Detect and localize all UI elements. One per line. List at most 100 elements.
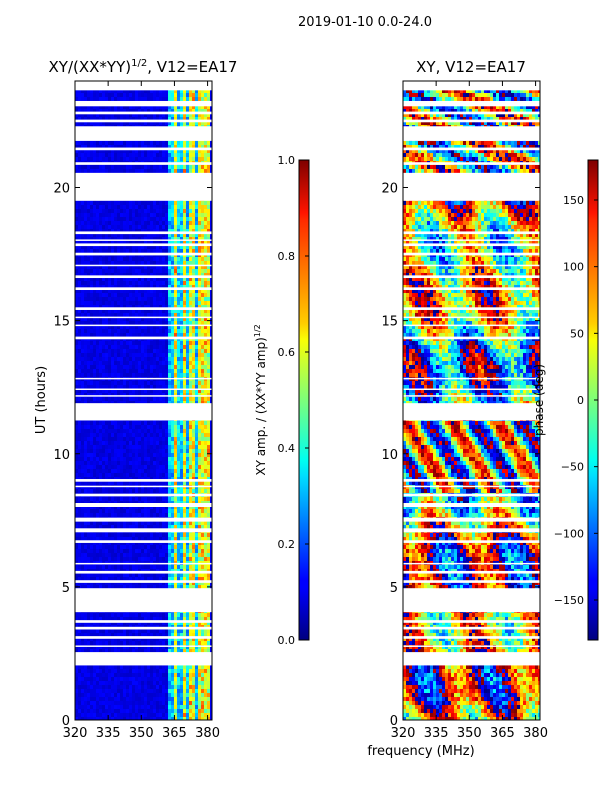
- amplitude-cell: [162, 301, 165, 305]
- amplitude-cell: [135, 345, 138, 349]
- amplitude-cell: [180, 149, 183, 153]
- amplitude-cell: [168, 353, 171, 357]
- amplitude-cell: [87, 213, 90, 217]
- amplitude-cell: [207, 269, 210, 273]
- amplitude-cell: [189, 301, 192, 305]
- amplitude-cell: [171, 321, 174, 325]
- amplitude-cell: [192, 449, 195, 453]
- amplitude-cell: [156, 153, 159, 157]
- amplitude-cell: [111, 373, 114, 377]
- amplitude-cell: [117, 105, 120, 109]
- amplitude-cell: [153, 261, 156, 265]
- amplitude-cell: [210, 313, 212, 317]
- amplitude-cell: [123, 497, 126, 501]
- amplitude-cell: [132, 453, 135, 457]
- amplitude-cell: [207, 293, 210, 297]
- amplitude-cell: [78, 481, 81, 485]
- amplitude-cell: [126, 261, 129, 265]
- amplitude-cell: [174, 145, 177, 149]
- amplitude-cell: [195, 165, 198, 169]
- amplitude-cell: [156, 213, 159, 217]
- amplitude-cell: [102, 293, 105, 297]
- amplitude-cell: [114, 305, 117, 309]
- amplitude-cell: [123, 513, 126, 517]
- amplitude-cell: [129, 501, 132, 505]
- amplitude-cell: [117, 257, 120, 261]
- amplitude-cell: [153, 489, 156, 493]
- amplitude-cell: [138, 345, 141, 349]
- amplitude-cell: [159, 273, 162, 277]
- amplitude-cell: [141, 429, 144, 433]
- amplitude-cell: [147, 341, 150, 345]
- amplitude-cell: [87, 205, 90, 209]
- amplitude-cell: [141, 501, 144, 505]
- amplitude-cell: [90, 233, 93, 237]
- amplitude-cell: [210, 449, 212, 453]
- amplitude-cell: [177, 277, 180, 281]
- amplitude-cell: [165, 201, 168, 205]
- amplitude-cell: [192, 145, 195, 149]
- amplitude-cell: [201, 393, 204, 397]
- amplitude-cell: [180, 481, 183, 485]
- amplitude-cell: [123, 277, 126, 281]
- amplitude-cell: [129, 297, 132, 301]
- amplitude-cell: [138, 509, 141, 513]
- amplitude-cell: [207, 309, 210, 313]
- amplitude-cell: [78, 381, 81, 385]
- amplitude-cell: [171, 345, 174, 349]
- amplitude-cell: [183, 269, 186, 273]
- amplitude-cell: [75, 469, 78, 473]
- amplitude-cell: [87, 209, 90, 213]
- amplitude-cell: [123, 165, 126, 169]
- amplitude-cell: [132, 309, 135, 313]
- amplitude-cell: [114, 241, 117, 245]
- amplitude-cell: [156, 501, 159, 505]
- amplitude-cell: [168, 233, 171, 237]
- amplitude-cell: [141, 389, 144, 393]
- amplitude-cell: [93, 93, 96, 97]
- amplitude-cell: [75, 457, 78, 461]
- amplitude-cell: [99, 265, 102, 269]
- amplitude-cell: [87, 157, 90, 161]
- amplitude-cell: [129, 305, 132, 309]
- amplitude-cell: [96, 461, 99, 465]
- amplitude-cell: [90, 157, 93, 161]
- amplitude-cell: [210, 217, 212, 221]
- amplitude-cell: [135, 157, 138, 161]
- amplitude-cell: [165, 437, 168, 441]
- amplitude-cell: [201, 345, 204, 349]
- amplitude-cell: [135, 209, 138, 213]
- amplitude-cell: [195, 301, 198, 305]
- amplitude-cell: [171, 237, 174, 241]
- amplitude-cell: [102, 265, 105, 269]
- amplitude-cell: [204, 353, 207, 357]
- amplitude-cell: [93, 473, 96, 477]
- amplitude-cell: [165, 237, 168, 241]
- amplitude-cell: [126, 429, 129, 433]
- amplitude-cell: [186, 401, 189, 405]
- amplitude-cell: [123, 145, 126, 149]
- amplitude-cell: [102, 269, 105, 273]
- amplitude-cell: [153, 501, 156, 505]
- amplitude-cell: [198, 501, 201, 505]
- amplitude-cell: [177, 113, 180, 117]
- amplitude-cell: [174, 465, 177, 469]
- amplitude-cell: [129, 397, 132, 401]
- amplitude-cell: [81, 285, 84, 289]
- amplitude-cell: [99, 461, 102, 465]
- amplitude-cell: [162, 201, 165, 205]
- amplitude-cell: [153, 313, 156, 317]
- amplitude-cell: [84, 473, 87, 477]
- amplitude-cell: [201, 241, 204, 245]
- amplitude-cell: [90, 269, 93, 273]
- amplitude-cell: [135, 217, 138, 221]
- amplitude-cell: [75, 269, 78, 273]
- amplitude-cell: [111, 453, 114, 457]
- amplitude-cell: [102, 89, 105, 93]
- amplitude-cell: [90, 301, 93, 305]
- amplitude-cell: [192, 381, 195, 385]
- amplitude-cell: [126, 385, 129, 389]
- amplitude-cell: [147, 401, 150, 405]
- amplitude-cell: [147, 157, 150, 161]
- amplitude-cell: [201, 433, 204, 437]
